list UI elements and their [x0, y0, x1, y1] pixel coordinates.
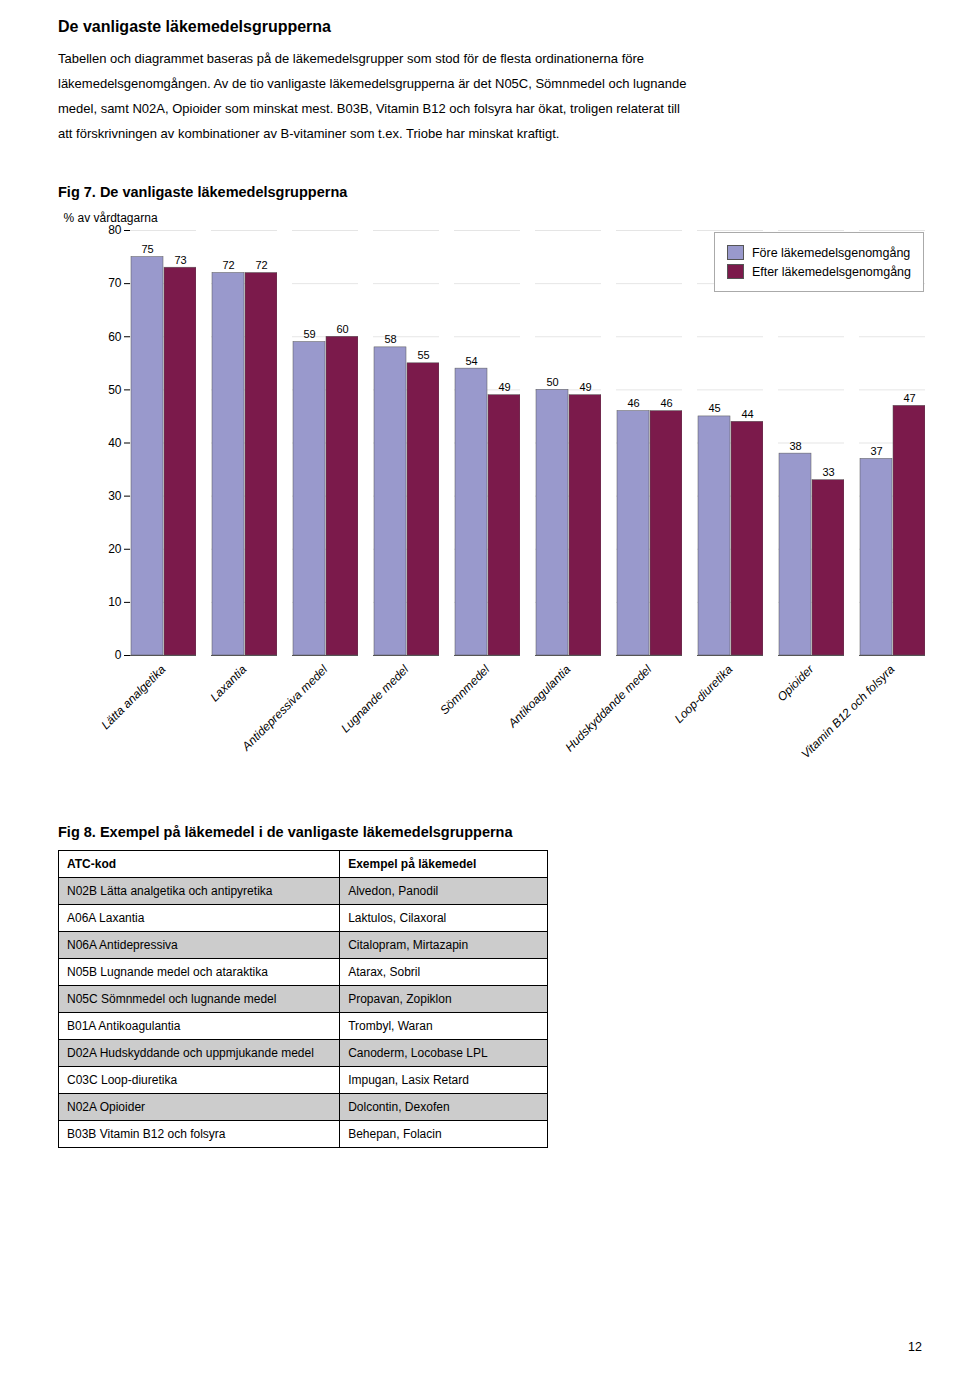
- html-text:De vanligaste läkemedelsgruppe: De vanligaste läkemedelsgrupperna: [58, 18, 331, 35]
- html-text:Dolcontin, Dexofen: Dolcontin, Dexofen: [348, 1100, 450, 1114]
- svg-text:Hudskyddande medel: Hudskyddande medel: [562, 662, 654, 754]
- svg-text:47: 47: [903, 392, 915, 404]
- svg-text:49: 49: [498, 381, 510, 393]
- svg-text:72: 72: [222, 259, 234, 271]
- svg-text:10: 10: [108, 595, 122, 609]
- svg-text:% av vårdtagarna: % av vårdtagarna: [64, 211, 158, 225]
- svg-text:Antidepressiva medel: Antidepressiva medel: [239, 662, 331, 754]
- svg-text:50: 50: [108, 383, 122, 397]
- html-text:Trombyl, Waran: Trombyl, Waran: [348, 1019, 433, 1033]
- html-text:C03C Loop-diuretika: C03C Loop-diuretika: [67, 1073, 178, 1087]
- svg-text:75: 75: [141, 243, 153, 255]
- svg-text:Lätta analgetika: Lätta analgetika: [99, 662, 169, 732]
- svg-text:72: 72: [255, 259, 267, 271]
- html-text:Efter läkemedelsgenomgång: Efter läkemedelsgenomgång: [751, 264, 911, 279]
- svg-text:38: 38: [789, 440, 801, 452]
- html-text:Behepan, Folacin: Behepan, Folacin: [348, 1127, 442, 1141]
- svg-text:20: 20: [108, 542, 122, 556]
- svg-text:50: 50: [546, 376, 558, 388]
- svg-text:73: 73: [174, 254, 186, 266]
- html-text:att förskrivningen av kombinat: att förskrivningen av kombinationer av B…: [58, 126, 560, 141]
- svg-text:Opioider: Opioider: [774, 662, 817, 705]
- html-text:Före läkemedelsgenomgång: Före läkemedelsgenomgång: [751, 245, 911, 260]
- svg-text:40: 40: [108, 436, 122, 450]
- html-text:läkemedelsgenomgången. Av de t: läkemedelsgenomgången. Av de tio vanliga…: [58, 76, 687, 91]
- svg-text:46: 46: [627, 397, 639, 409]
- html-text:12: 12: [908, 1340, 922, 1354]
- svg-text:33: 33: [822, 466, 834, 478]
- svg-text:Loop-diuretika: Loop-diuretika: [672, 662, 736, 726]
- svg-text:Laxantia: Laxantia: [207, 662, 249, 704]
- svg-text:Sömnmedel: Sömnmedel: [437, 662, 492, 717]
- html-text:ATC-kod: ATC-kod: [67, 857, 117, 871]
- svg-text:60: 60: [336, 323, 348, 335]
- svg-text:30: 30: [108, 489, 122, 503]
- svg-text:Antikoagulantia: Antikoagulantia: [505, 662, 574, 731]
- html-text:Exempel på läkemedel: Exempel på läkemedel: [348, 857, 477, 871]
- html-text:N02B Lätta analgetika och anti: N02B Lätta analgetika och antipyretika: [67, 884, 273, 898]
- html-text:Alvedon, Panodil: Alvedon, Panodil: [348, 884, 439, 898]
- html-text:B03B Vitamin B12 och folsyra: B03B Vitamin B12 och folsyra: [67, 1127, 226, 1141]
- svg-text:49: 49: [579, 381, 591, 393]
- html-text:Citalopram, Mirtazapin: Citalopram, Mirtazapin: [348, 938, 469, 952]
- html-text:N05C Sömnmedel och lugnande me: N05C Sömnmedel och lugnande medel: [67, 992, 277, 1006]
- html-text:Impugan, Lasix Retard: Impugan, Lasix Retard: [348, 1073, 469, 1087]
- html-text:Canoderm, Locobase LPL: Canoderm, Locobase LPL: [348, 1046, 488, 1060]
- html-text:N06A Antidepressiva: N06A Antidepressiva: [67, 938, 178, 952]
- html-text:medel, samt N02A, Opioider som: medel, samt N02A, Opioider som minskat m…: [58, 101, 680, 116]
- html-text:B01A Antikoagulantia: B01A Antikoagulantia: [67, 1019, 181, 1033]
- html-text:Fig 8. Exempel på läkemedel i: Fig 8. Exempel på läkemedel i de vanliga…: [58, 824, 513, 840]
- svg-text:55: 55: [417, 349, 429, 361]
- svg-text:60: 60: [108, 330, 122, 344]
- svg-text:0: 0: [115, 648, 122, 662]
- html-text:Fig 7. De vanligaste läkemedel: Fig 7. De vanligaste läkemedelsgrupperna: [58, 184, 348, 200]
- svg-text:Vitamin B12 och folsyra: Vitamin B12 och folsyra: [798, 662, 897, 761]
- html-text:N02A Opioider: N02A Opioider: [67, 1100, 145, 1114]
- html-text:Laktulos, Cilaxoral: Laktulos, Cilaxoral: [348, 911, 447, 925]
- svg-text:59: 59: [303, 328, 315, 340]
- svg-text:45: 45: [708, 402, 720, 414]
- html-text:A06A Laxantia: A06A Laxantia: [67, 911, 145, 925]
- svg-text:37: 37: [870, 445, 882, 457]
- svg-text:58: 58: [384, 333, 396, 345]
- svg-text:Lugnande medel: Lugnande medel: [338, 662, 411, 735]
- svg-text:70: 70: [108, 276, 122, 290]
- svg-text:44: 44: [741, 408, 753, 420]
- html-text:D02A Hudskyddande och uppmjuka: D02A Hudskyddande och uppmjukande medel: [67, 1046, 314, 1060]
- html-text:Propavan, Zopiklon: Propavan, Zopiklon: [348, 992, 452, 1006]
- html-text:Tabellen och diagrammet basera: Tabellen och diagrammet baseras på de lä…: [58, 51, 645, 66]
- svg-text:46: 46: [660, 397, 672, 409]
- svg-text:54: 54: [465, 355, 477, 367]
- html-text:Atarax, Sobril: Atarax, Sobril: [348, 965, 421, 979]
- svg-text:80: 80: [108, 223, 122, 237]
- html-text:N05B Lugnande medel och atarak: N05B Lugnande medel och ataraktika: [67, 965, 268, 979]
